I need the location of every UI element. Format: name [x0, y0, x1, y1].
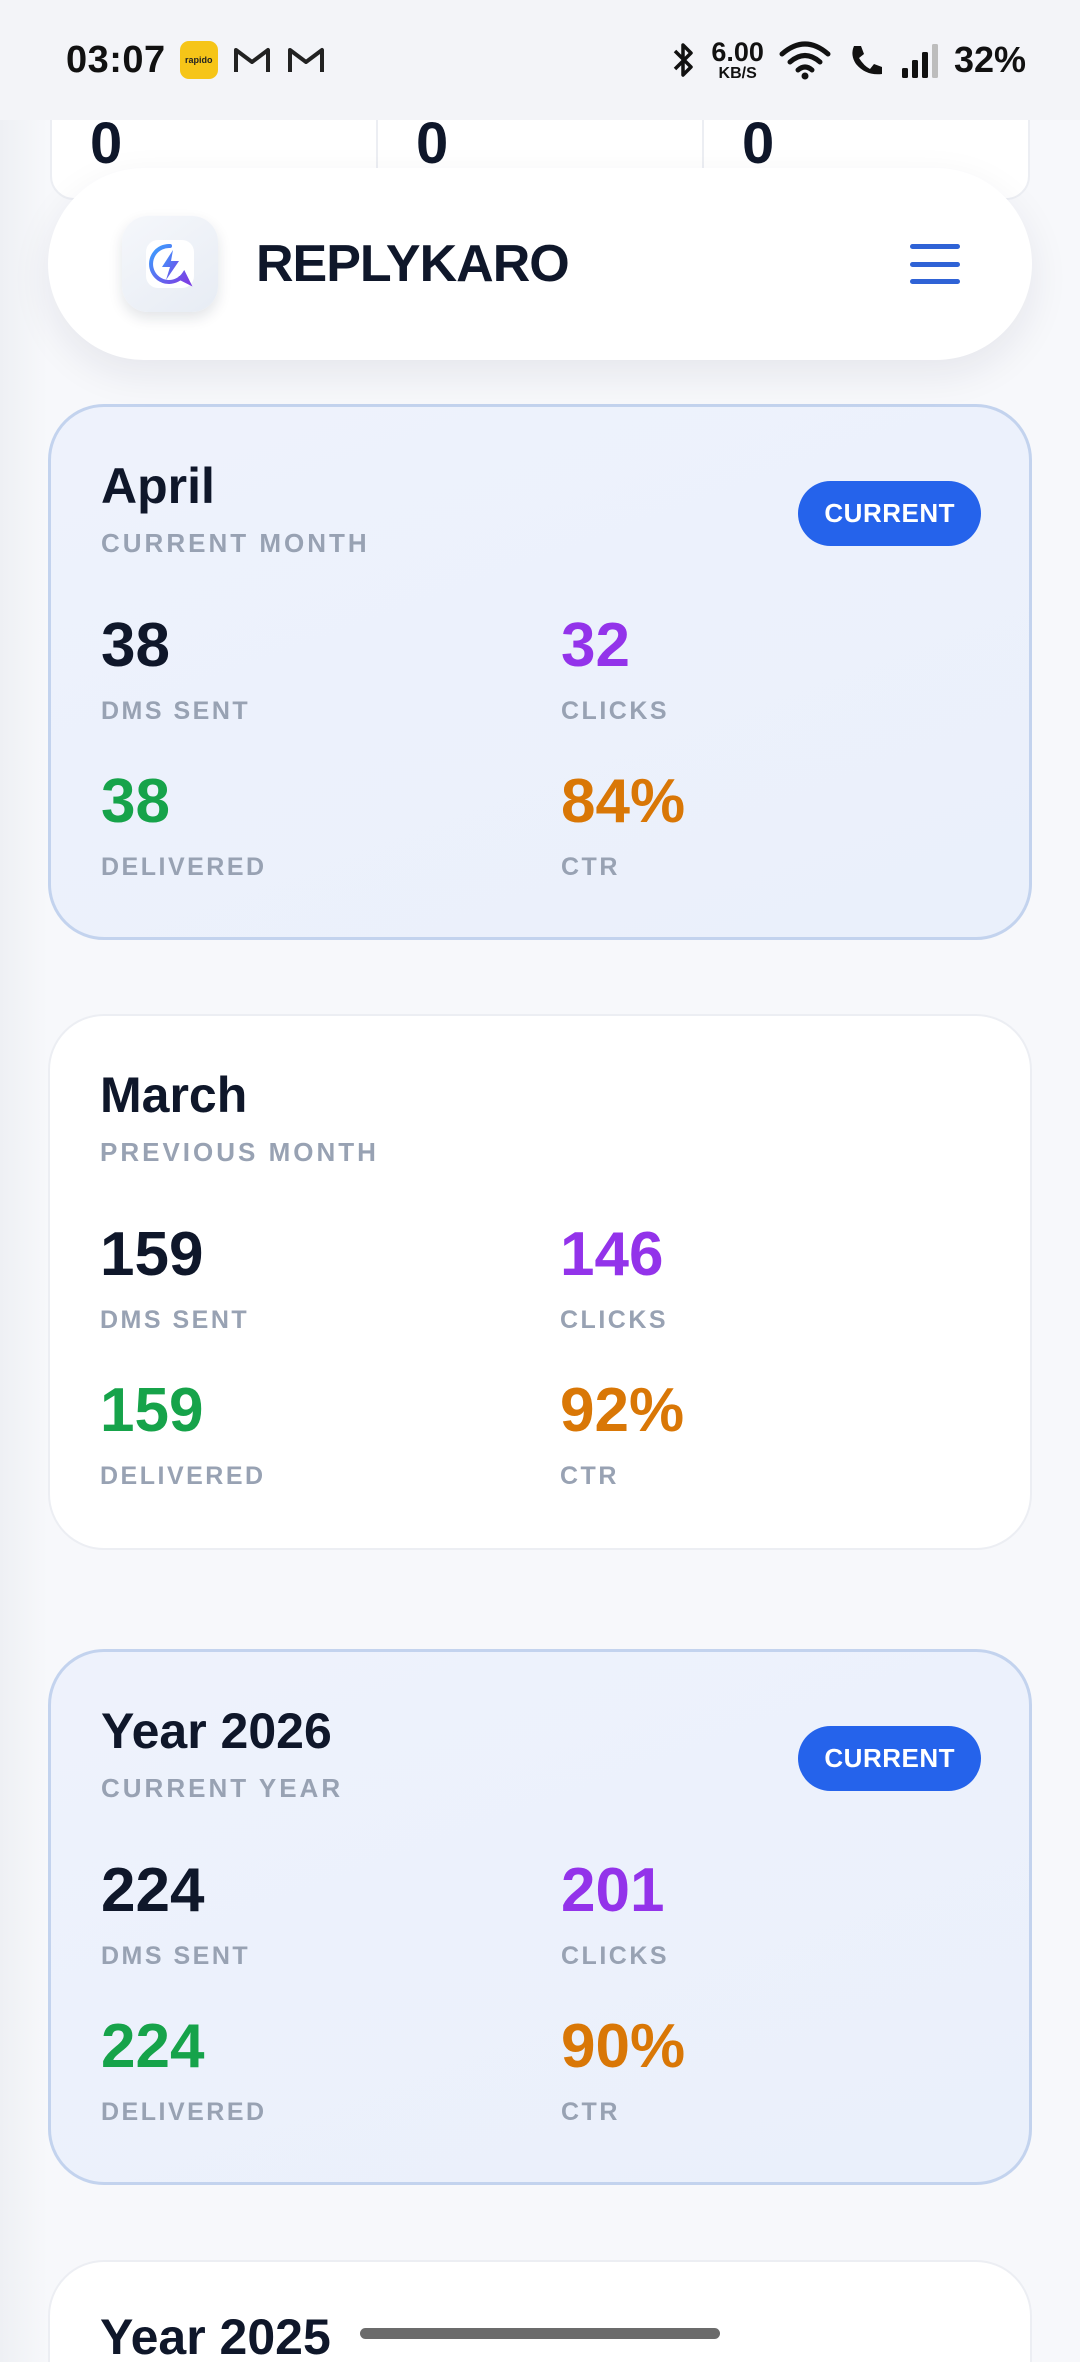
stats-grid: 38 DMS SENT 32 CLICKS 38 DELIVERED 84% C… — [101, 615, 979, 915]
stat-label: DELIVERED — [101, 853, 267, 881]
stat-value: 146 — [560, 1220, 664, 1289]
bluetooth-icon — [674, 43, 694, 77]
stat-value: 224 — [101, 1856, 205, 1925]
stat-label: DMS SENT — [100, 1306, 250, 1334]
stat-label: CLICKS — [560, 1306, 669, 1334]
stat-clicks: 146 CLICKS — [560, 1224, 940, 1335]
stat-ctr: 90% CTR — [561, 2016, 941, 2127]
stat-value: 84% — [561, 767, 686, 836]
menu-line — [910, 244, 960, 249]
stat-clicks: 32 CLICKS — [561, 615, 941, 726]
lightning-chat-icon — [146, 240, 194, 288]
stat-delivered: 159 DELIVERED — [100, 1380, 480, 1491]
card-subtitle: CURRENT YEAR — [101, 1773, 344, 1803]
overview-stat-value: 0 — [90, 111, 123, 176]
wifi-icon — [779, 41, 831, 80]
menu-line — [910, 279, 960, 284]
stat-value: 38 — [101, 611, 170, 680]
gmail-icon — [233, 48, 270, 72]
stat-label: CTR — [561, 853, 620, 881]
stat-delivered: 38 DELIVERED — [101, 771, 481, 882]
stat-label: CTR — [560, 1462, 619, 1490]
current-badge: CURRENT — [798, 1726, 981, 1791]
overview-stat-value: 0 — [416, 111, 449, 176]
overview-stat: 0 — [704, 82, 1028, 198]
stat-value: 224 — [101, 2012, 205, 2081]
stat-dms-sent: 38 DMS SENT — [101, 615, 481, 726]
stat-label: CLICKS — [561, 1942, 670, 1970]
stat-value: 159 — [100, 1376, 204, 1445]
brand-name: REPLYKARO — [256, 235, 570, 293]
stat-dms-sent: 159 DMS SENT — [100, 1224, 480, 1335]
card-title: March — [100, 1067, 248, 1123]
stat-delivered: 224 DELIVERED — [101, 2016, 481, 2127]
stat-label: DELIVERED — [100, 1462, 266, 1490]
stats-card-year-2025: Year 2025 — [48, 2260, 1032, 2362]
overview-stat-value: 0 — [742, 111, 775, 176]
card-title: Year 2026 — [101, 1703, 332, 1759]
stat-ctr: 84% CTR — [561, 771, 941, 882]
card-title: April — [101, 458, 215, 514]
signal-icon — [901, 44, 938, 78]
stat-value: 38 — [101, 767, 170, 836]
stat-dms-sent: 224 DMS SENT — [101, 1860, 481, 1971]
stats-card-year-2026: Year 2026 CURRENT YEAR CURRENT 224 DMS S… — [48, 1649, 1032, 2185]
stat-value: 159 — [100, 1220, 204, 1289]
stats-grid: 224 DMS SENT 201 CLICKS 224 DELIVERED 90… — [101, 1860, 979, 2160]
card-title: Year 2025 — [100, 2309, 331, 2362]
status-bar-left: 03:07 rapido — [66, 39, 326, 82]
app-logo[interactable] — [122, 216, 218, 312]
network-speed-unit: KB/S — [718, 64, 757, 82]
menu-line — [910, 261, 960, 267]
stat-clicks: 201 CLICKS — [561, 1860, 941, 1971]
home-indicator[interactable] — [360, 2328, 720, 2339]
stat-value: 90% — [561, 2012, 686, 2081]
status-time: 03:07 — [66, 38, 166, 81]
overview-stat: 0 — [378, 82, 704, 198]
wifi-call-icon — [852, 46, 882, 75]
rapido-icon: rapido — [179, 41, 218, 79]
overview-stat: 0 — [52, 82, 378, 198]
app-header: REPLYKARO — [48, 168, 1032, 360]
stats-card-march: March PREVIOUS MONTH 159 DMS SENT 146 CL… — [48, 1014, 1032, 1550]
current-badge: CURRENT — [798, 481, 981, 546]
stats-grid: 159 DMS SENT 146 CLICKS 159 DELIVERED 92… — [100, 1224, 980, 1524]
stat-label: CLICKS — [561, 697, 670, 725]
status-bar-right: 6.00 KB/S 32% — [671, 36, 1026, 82]
hamburger-menu-button[interactable] — [910, 244, 960, 284]
stat-label: DMS SENT — [101, 697, 251, 725]
stat-value: 32 — [561, 611, 630, 680]
stat-label: DMS SENT — [101, 1942, 251, 1970]
stats-card-april: April CURRENT MONTH CURRENT 38 DMS SENT … — [48, 404, 1032, 940]
status-bar: 03:07 rapido 6.00 KB/S — [0, 0, 1080, 120]
network-speed: 6.00 KB/S — [711, 36, 764, 82]
gmail-icon — [287, 48, 324, 72]
stat-label: DELIVERED — [101, 2098, 267, 2126]
card-subtitle: CURRENT MONTH — [101, 528, 370, 558]
stat-value: 201 — [561, 1856, 665, 1925]
stat-ctr: 92% CTR — [560, 1380, 940, 1491]
stat-value: 92% — [560, 1376, 685, 1445]
battery-percent: 32% — [953, 39, 1026, 80]
network-speed-value: 6.00 — [711, 36, 764, 67]
card-subtitle: PREVIOUS MONTH — [100, 1137, 379, 1167]
stat-label: CTR — [561, 2098, 620, 2126]
